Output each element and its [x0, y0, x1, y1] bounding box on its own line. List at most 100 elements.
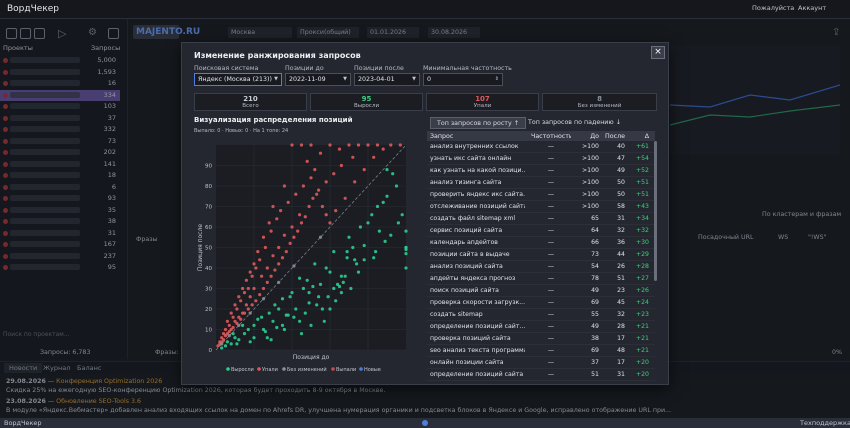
project-row[interactable]: 5,000: [0, 55, 120, 67]
col-after[interactable]: После: [605, 133, 625, 140]
date-to-input[interactable]: 30.08.2026: [428, 27, 480, 38]
add-icon[interactable]: [6, 28, 17, 39]
column-header-exact[interactable]: "!WS": [808, 234, 827, 241]
project-row[interactable]: 6: [0, 182, 120, 194]
data-point-down: [233, 319, 237, 323]
data-point-down: [324, 213, 328, 217]
tab-news[interactable]: Новости: [4, 363, 43, 373]
folder-icon[interactable]: [34, 28, 45, 39]
table-row[interactable]: сервис позиций сайта — 64 32 +32: [427, 225, 655, 237]
table-row[interactable]: отслеживание позиций сайта — >100 58 +43: [427, 201, 655, 213]
table-row[interactable]: узнать икс сайта онлайн — >100 47 +54: [427, 153, 655, 165]
data-point-up: [334, 299, 338, 303]
data-point-down: [229, 327, 233, 332]
project-name: [10, 252, 80, 259]
engine-select[interactable]: Прокси(общий): [297, 27, 359, 38]
project-row[interactable]: 37: [0, 113, 120, 125]
data-point-down: [282, 184, 286, 188]
project-row[interactable]: 93: [0, 193, 120, 205]
export-icon-right[interactable]: ⇪: [832, 27, 841, 38]
project-row[interactable]: 18: [0, 170, 120, 182]
play-icon[interactable]: ▷: [58, 27, 67, 40]
account-button[interactable]: Аккаунт: [798, 4, 827, 12]
project-row[interactable]: 334: [0, 89, 120, 101]
project-row[interactable]: 167: [0, 239, 120, 251]
gear-icon[interactable]: ⚙: [88, 27, 97, 38]
table-row[interactable]: определение позиций сайт... — 49 28 +21: [427, 321, 655, 333]
project-row[interactable]: 95: [0, 262, 120, 274]
project-row[interactable]: 38: [0, 216, 120, 228]
tab-top-growth[interactable]: Топ запросов по росту ↑: [430, 117, 526, 129]
table-row[interactable]: анализ тизинга сайта — >100 50 +51: [427, 177, 655, 189]
data-point-up: [385, 168, 389, 172]
project-row[interactable]: 73: [0, 136, 120, 148]
table-row[interactable]: проверка скорости загрузк... — 69 45 +24: [427, 297, 655, 309]
export-icon[interactable]: [108, 28, 119, 39]
table-row[interactable]: seo анализ текста программа — 69 48 +21: [427, 345, 655, 357]
table-row[interactable]: поиск позиций сайта — 49 23 +26: [427, 285, 655, 297]
table-row[interactable]: проверка позиций сайта — 38 17 +21: [427, 333, 655, 345]
support-link[interactable]: Техподдержка: [800, 419, 850, 427]
cell-position-before: 37: [591, 359, 599, 366]
table-row[interactable]: календарь апдейтов — 66 36 +30: [427, 237, 655, 249]
status-dot-icon: [3, 230, 8, 236]
project-row[interactable]: 35: [0, 205, 120, 217]
data-point-up: [275, 325, 279, 330]
date-from-input[interactable]: 01.01.2026: [367, 27, 419, 38]
table-row[interactable]: позиции сайта в выдаче — 73 44 +29: [427, 249, 655, 261]
y-tick-label: 20: [205, 307, 212, 313]
date-after-select[interactable]: 2023-04-01 ▼: [354, 73, 420, 86]
table-row[interactable]: создать файл sitemap xml — 65 31 +34: [427, 213, 655, 225]
engine-select[interactable]: Яндекс (Москва (213)) ▼: [194, 73, 282, 86]
close-button[interactable]: ×: [651, 46, 665, 59]
col-delta[interactable]: Δ: [644, 133, 649, 140]
grid-icon[interactable]: [20, 28, 31, 39]
table-row[interactable]: определение позиций сайта — 51 31 +20: [427, 369, 655, 381]
data-point-up: [307, 291, 311, 295]
table-row[interactable]: онлайн позиции сайта — 37 17 +20: [427, 357, 655, 369]
engine-label: Поисковая система: [194, 65, 259, 72]
column-header-url[interactable]: Посадочный URL: [698, 234, 754, 241]
data-point-same: [292, 264, 296, 268]
project-row[interactable]: 332: [0, 124, 120, 136]
cell-position-after: 51: [617, 275, 625, 282]
region-select[interactable]: Москва: [228, 27, 292, 38]
col-query[interactable]: Запрос: [430, 133, 454, 140]
search-projects-input[interactable]: Поиск по проектам...: [3, 331, 70, 338]
project-row[interactable]: 16: [0, 78, 120, 90]
projects-header[interactable]: Проекты: [3, 44, 33, 52]
table-row[interactable]: как узнать на какой позици... — >100 49 +52: [427, 165, 655, 177]
table-row[interactable]: анализ внутренних ссылок — >100 40 +61: [427, 141, 655, 153]
stepper-icon[interactable]: ⇕: [494, 76, 499, 82]
data-point-up: [347, 235, 351, 239]
project-row[interactable]: 202: [0, 147, 120, 159]
project-row[interactable]: 141: [0, 159, 120, 171]
project-row[interactable]: 31: [0, 228, 120, 240]
clusters-toggle[interactable]: По кластерам и фразам: [762, 211, 842, 218]
column-header-ws[interactable]: WS: [778, 234, 789, 241]
table-row[interactable]: анализ позиций сайта — 54 26 +28: [427, 261, 655, 273]
table-row[interactable]: проверить яндекс икс сайта... — >100 50 +51: [427, 189, 655, 201]
data-point-up: [366, 221, 370, 225]
project-row[interactable]: 103: [0, 101, 120, 113]
col-before[interactable]: До: [590, 133, 599, 140]
data-point-up: [277, 307, 281, 311]
tab-balance[interactable]: Баланс: [77, 364, 102, 372]
col-frequency[interactable]: Частотность: [531, 133, 571, 140]
cell-position-before: 38: [591, 335, 599, 342]
queries-header[interactable]: Запросы: [91, 44, 121, 52]
stat-down-label: Упали: [473, 103, 492, 109]
date-before-select[interactable]: 2022-11-09 ▼: [285, 73, 351, 86]
min-frequency-input[interactable]: 0 ⇕: [423, 73, 503, 86]
header-button-primary[interactable]: Пожалуйста: [752, 4, 795, 12]
project-row[interactable]: 237: [0, 251, 120, 263]
table-scrollbar[interactable]: [654, 141, 657, 281]
news-headline[interactable]: Обновление SEO-Tools 3.6: [56, 398, 141, 405]
title-bar: [0, 0, 850, 19]
table-row[interactable]: апдейты яндекса прогноз — 78 51 +27: [427, 273, 655, 285]
project-row[interactable]: 1,593: [0, 67, 120, 79]
table-row[interactable]: создать sitemap — 55 32 +23: [427, 309, 655, 321]
tab-log[interactable]: Журнал: [43, 364, 71, 372]
tab-top-decline[interactable]: Топ запросов по падению ↓: [528, 119, 621, 126]
news-headline[interactable]: Конференция Optimization 2026: [56, 378, 163, 385]
